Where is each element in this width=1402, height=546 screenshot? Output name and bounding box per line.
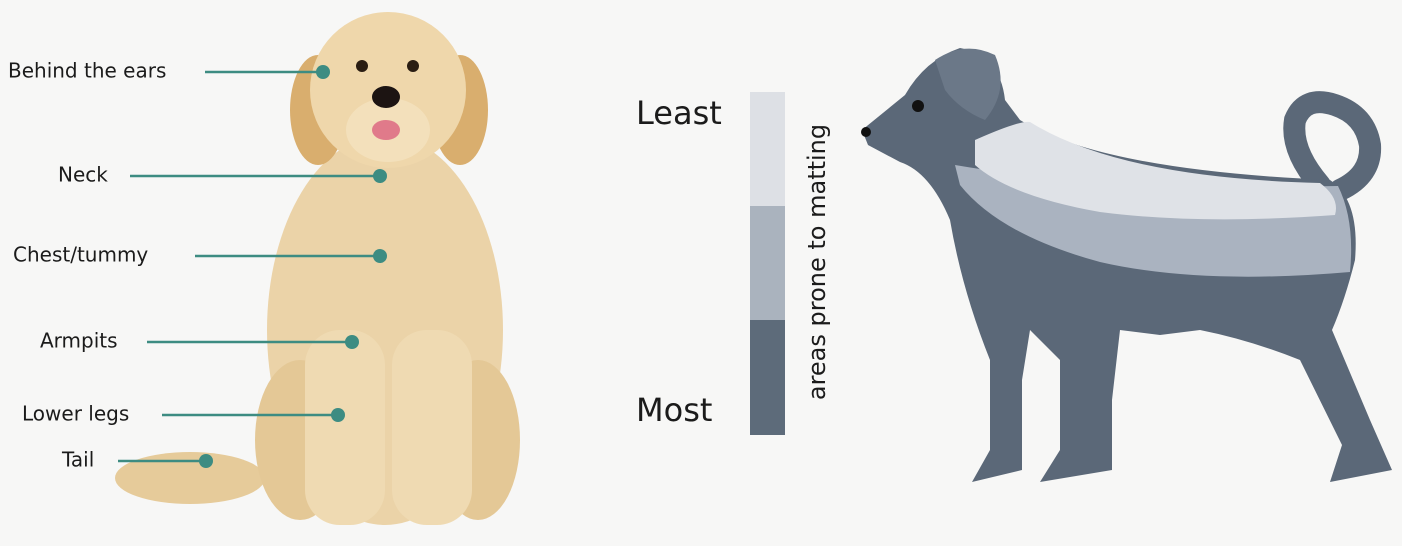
page: {"labels": ["Behind the ears", "Neck", "… <box>0 0 1402 546</box>
scale-least <box>750 92 785 206</box>
pointer-dot <box>199 454 213 468</box>
scale-least-label: Least <box>636 94 722 132</box>
pointer-dot <box>331 408 345 422</box>
label: Behind the ears <box>8 59 166 83</box>
label: Tail <box>61 448 94 472</box>
pointer-dot <box>373 169 387 183</box>
scale-most-label: Most <box>636 391 712 429</box>
pointer-dot <box>373 249 387 263</box>
doodle-photo <box>115 12 520 525</box>
infographic: Behind the ears Neck Chest/tummy Armpits… <box>0 0 1402 546</box>
scale-axis-label: areas prone to matting <box>803 124 831 400</box>
label: Neck <box>58 163 108 187</box>
label: Lower legs <box>22 402 129 426</box>
label: Armpits <box>40 329 118 353</box>
label: Chest/tummy <box>13 243 148 267</box>
pointer-dot <box>316 65 330 79</box>
scale-mid <box>750 206 785 320</box>
pointer-dot <box>345 335 359 349</box>
dog-illustration <box>861 48 1392 482</box>
scale-most <box>750 320 785 435</box>
